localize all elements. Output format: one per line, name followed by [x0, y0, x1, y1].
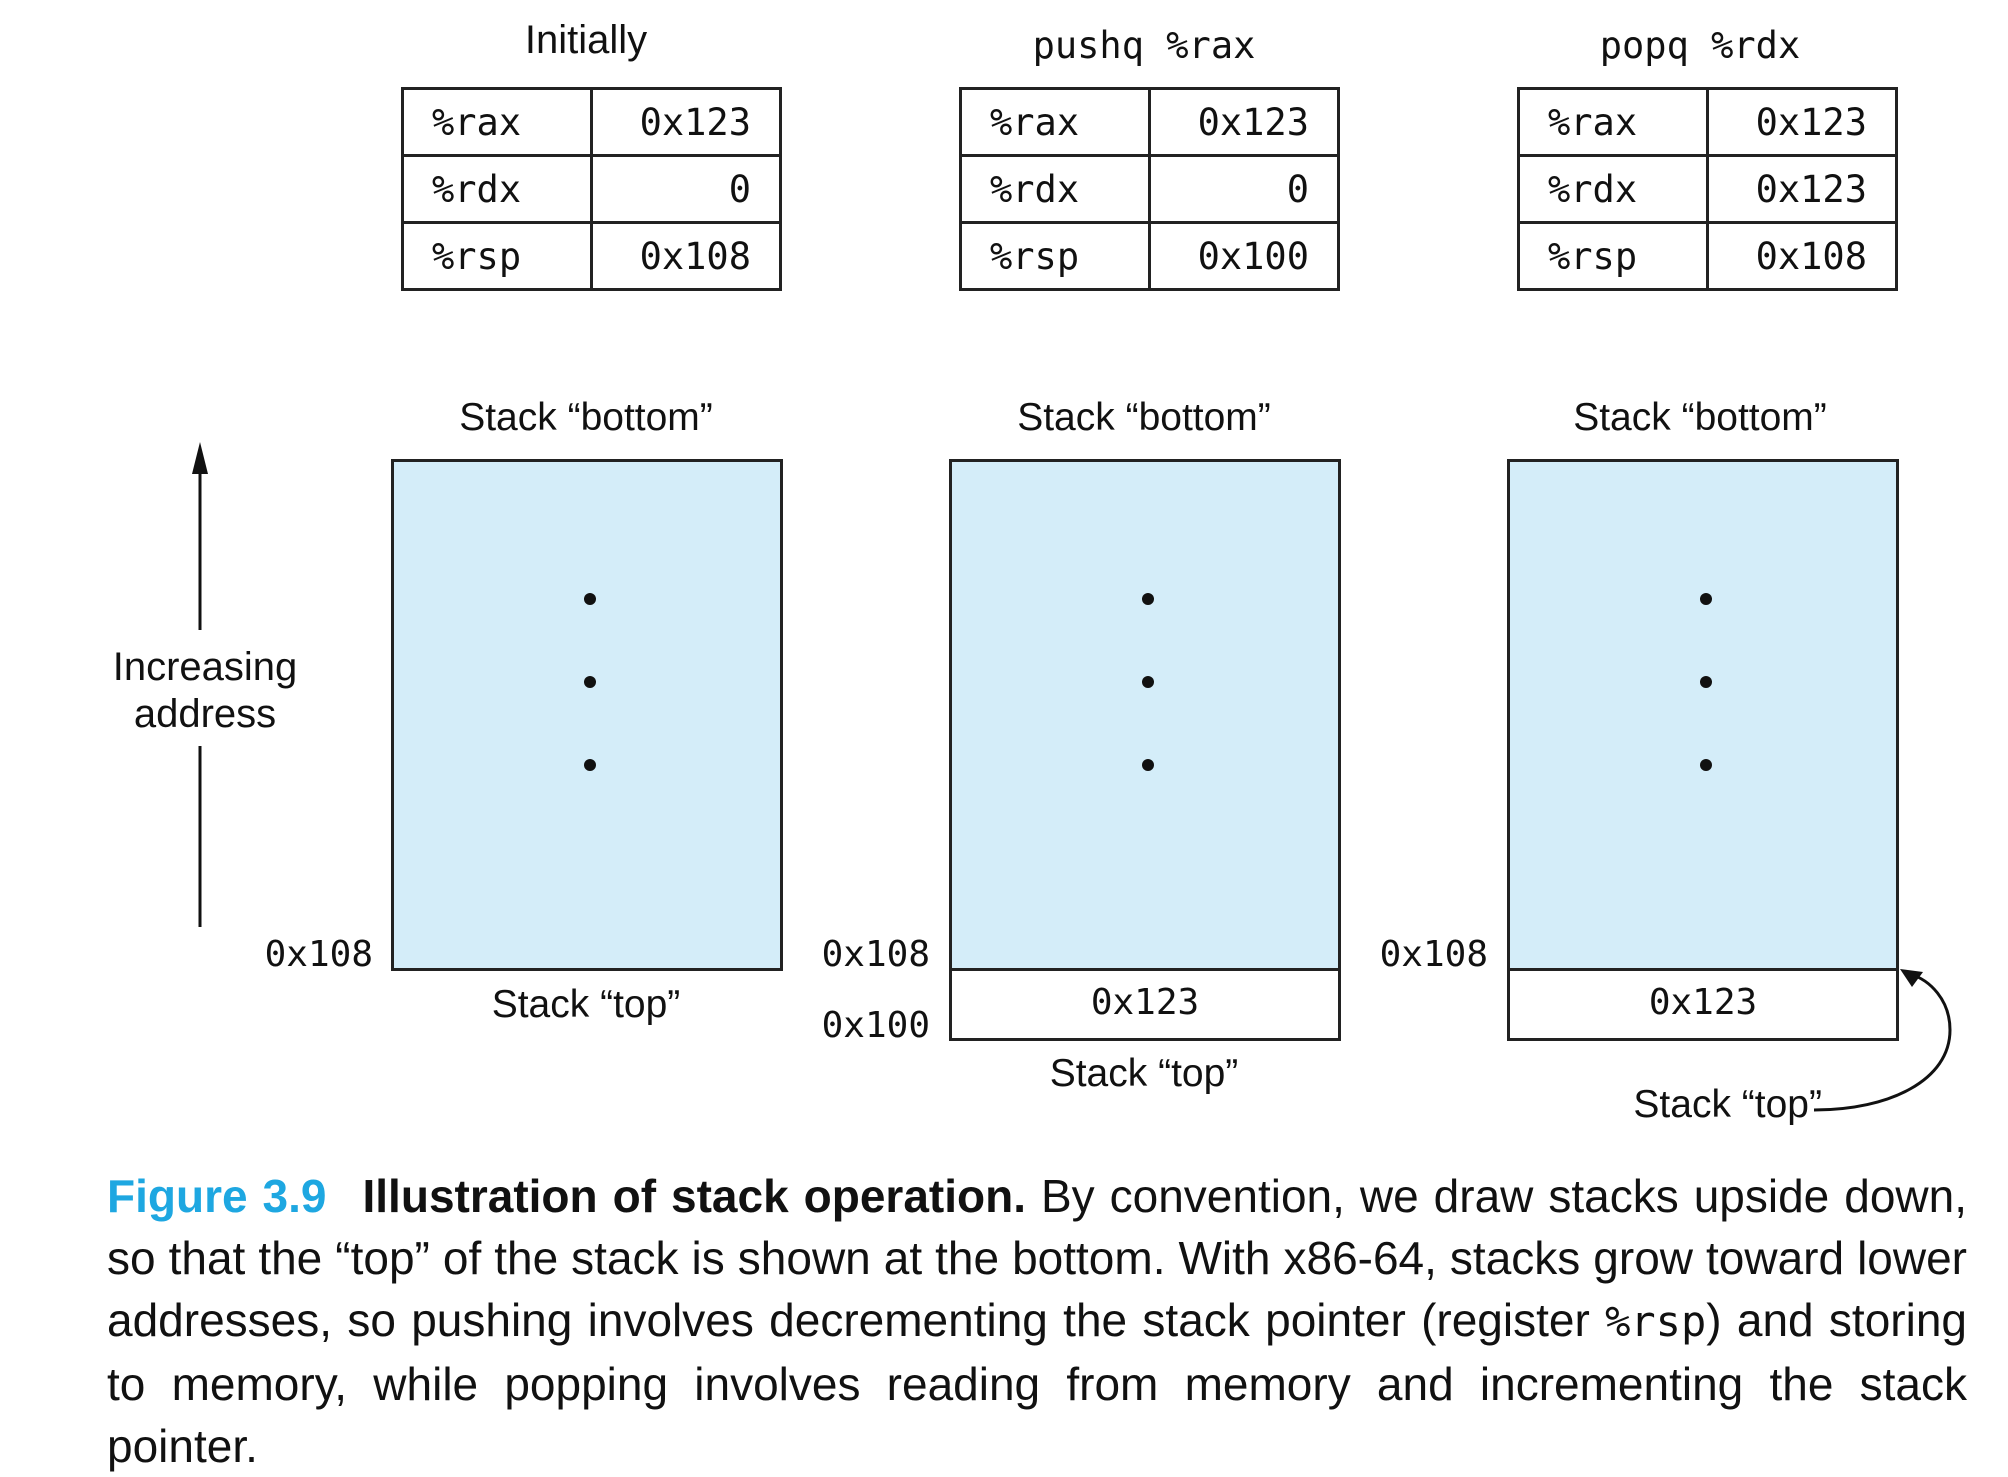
register-row: %rsp 0x108: [1517, 221, 1898, 291]
caption-text: ) and storing to memory, while popping i…: [107, 1294, 1968, 1472]
increasing-address-label: Increasing address: [70, 644, 340, 738]
stack-bottom-label: Stack “bottom”: [459, 396, 713, 439]
ellipsis-dot: [1142, 676, 1154, 688]
register-name: %rdx: [959, 154, 1151, 224]
register-row: %rax 0x123: [1517, 87, 1898, 157]
caption-text: By convention, we draw stacks upside dow…: [107, 1170, 1967, 1346]
register-row: %rsp 0x100: [959, 221, 1340, 291]
register-value: 0x123: [1706, 87, 1898, 157]
register-row: %rdx 0x123: [1517, 154, 1898, 224]
ellipsis-dot: [1700, 593, 1712, 605]
register-row: %rdx 0: [401, 154, 782, 224]
register-name: %rax: [401, 87, 593, 157]
register-name: %rsp: [401, 221, 593, 291]
stack-region-pushq: [949, 459, 1341, 971]
register-value: 0: [1148, 154, 1340, 224]
stack-region-initially: [391, 459, 783, 971]
register-value: 0x123: [1148, 87, 1340, 157]
register-name: %rdx: [1517, 154, 1709, 224]
caption-code: %rsp: [1605, 1297, 1707, 1346]
register-table-pushq: %rax 0x123 %rdx 0 %rsp 0x100: [959, 87, 1340, 291]
register-name: %rax: [959, 87, 1151, 157]
register-name: %rsp: [1517, 221, 1709, 291]
register-name: %rsp: [959, 221, 1151, 291]
register-row: %rax 0x123: [401, 87, 782, 157]
stack-region-popq: [1507, 459, 1899, 971]
arrow-head-icon: [192, 442, 208, 474]
stack-bottom-label: Stack “bottom”: [1573, 396, 1827, 439]
register-table-popq: %rax 0x123 %rdx 0x123 %rsp 0x108: [1517, 87, 1898, 291]
register-value: 0x100: [1148, 221, 1340, 291]
ellipsis-dot: [584, 593, 596, 605]
register-value: 0x123: [590, 87, 782, 157]
register-value: 0x108: [1706, 221, 1898, 291]
stack-bottom-label: Stack “bottom”: [1017, 396, 1271, 439]
address-label-0x108: 0x108: [821, 934, 930, 975]
register-value: 0x123: [1706, 154, 1898, 224]
register-value: 0: [590, 154, 782, 224]
ellipsis-dot: [1142, 593, 1154, 605]
address-label-0x108: 0x108: [264, 934, 373, 975]
register-row: %rsp 0x108: [401, 221, 782, 291]
arrow-head-icon: [1900, 969, 1923, 987]
stack-cell: 0x123: [1507, 968, 1899, 1041]
register-table-initially: %rax 0x123 %rdx 0 %rsp 0x108: [401, 87, 782, 291]
stack-top-pointer-arrow: [1813, 969, 1952, 1112]
stack-top-label: Stack “top”: [1049, 1052, 1239, 1095]
ellipsis-dot: [584, 676, 596, 688]
axis-label-line: Increasing: [112, 645, 298, 689]
ellipsis-dot: [584, 759, 596, 771]
panel-title-popq: popq %rdx: [1599, 24, 1801, 67]
register-name: %rax: [1517, 87, 1709, 157]
figure-title: Illustration of stack operation.: [362, 1170, 1026, 1222]
register-row: %rax 0x123: [959, 87, 1340, 157]
address-label-0x108: 0x108: [1379, 934, 1488, 975]
register-value: 0x108: [590, 221, 782, 291]
stack-top-label: Stack “top”: [1633, 1083, 1822, 1126]
ellipsis-dot: [1700, 759, 1712, 771]
stack-cell: 0x123: [949, 968, 1341, 1041]
axis-label-line: address: [133, 692, 277, 736]
panel-title-pushq: pushq %rax: [1032, 24, 1256, 67]
figure-caption: Figure 3.9 Illustration of stack operatio…: [107, 1165, 1967, 1477]
pointer-curve: [1813, 972, 1952, 1112]
register-row: %rdx 0: [959, 154, 1340, 224]
figure-number: Figure 3.9: [107, 1170, 327, 1222]
address-label-0x100: 0x100: [821, 1005, 930, 1046]
stack-top-label: Stack “top”: [491, 983, 681, 1026]
increasing-address-arrow: [192, 442, 208, 927]
register-name: %rdx: [401, 154, 593, 224]
panel-title-initially: Initially: [524, 18, 648, 62]
ellipsis-dot: [1700, 676, 1712, 688]
ellipsis-dot: [1142, 759, 1154, 771]
